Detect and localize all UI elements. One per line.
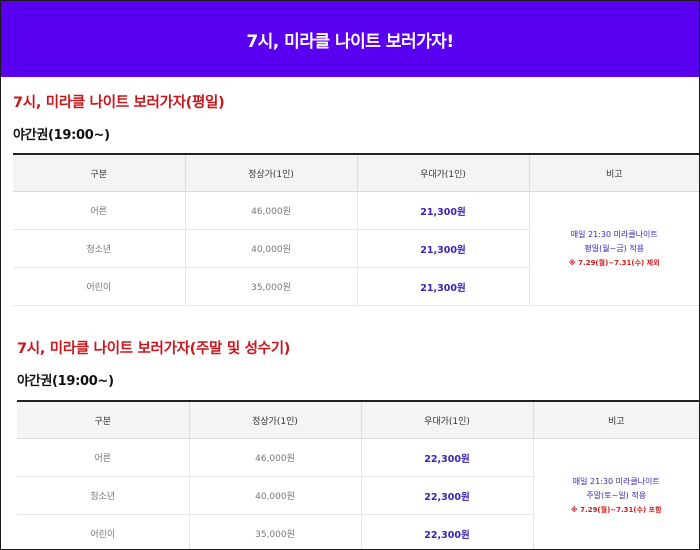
header-regular-price: 정상가(1인) — [188, 401, 361, 439]
note-line-2: 평일(월~금) 적용 — [584, 243, 645, 253]
row-discount-price: 22,300원 — [360, 476, 533, 515]
header-note: 비고 — [532, 401, 699, 439]
header-discount-price: 우대가(1인) — [356, 154, 529, 192]
header-category: 구분 — [17, 401, 189, 439]
section-subtitle: 야간권(19:00~) — [17, 374, 114, 389]
banner: 7시, 미라클 나이트 보러가자! — [1, 1, 699, 77]
row-category: 어른 — [17, 438, 189, 477]
row-category: 어린이 — [13, 267, 185, 306]
row-discount-price: 22,300원 — [360, 514, 533, 549]
note-cell: 매일 21:30 미라클나이트 평일(월~금) 적용 ※ 7.29(월)~7.3… — [528, 191, 699, 306]
row-regular-price: 46,000원 — [188, 438, 361, 477]
row-category: 어른 — [13, 191, 185, 230]
table-row: 어린이 35,000원 22,300원 — [17, 514, 699, 549]
row-discount-price: 21,300원 — [356, 229, 529, 268]
table-row: 어린이 35,000원 21,300원 — [13, 267, 699, 306]
header-category: 구분 — [13, 154, 185, 192]
row-discount-price: 22,300원 — [360, 438, 533, 477]
table-row: 어른 46,000원 21,300원 매일 21:30 미라클나이트 평일(월~… — [13, 191, 699, 306]
price-table-weekend: 구분 정상가(1인) 우대가(1인) 비고 어른 46,000원 22,300원… — [17, 400, 699, 549]
table-row: 청소년 40,000원 21,300원 — [13, 229, 699, 268]
banner-title: 7시, 미라클 나이트 보러가자! — [246, 31, 454, 52]
header-regular-price: 정상가(1인) — [184, 154, 357, 192]
row-discount-price: 21,300원 — [356, 191, 529, 230]
header-discount-price: 우대가(1인) — [360, 401, 533, 439]
row-regular-price: 46,000원 — [184, 191, 357, 230]
row-category: 청소년 — [13, 229, 185, 268]
row-regular-price: 35,000원 — [184, 267, 357, 306]
note-cell: 매일 21:30 미라클나이트 주말(토~일) 적용 ※ 7.29(월)~7.3… — [532, 438, 699, 549]
section-title: 7시, 미라클 나이트 보러가자(평일) — [13, 95, 225, 111]
note-line-3: ※ 7.29(월)~7.31(수) 포함 — [570, 505, 662, 514]
row-regular-price: 40,000원 — [188, 476, 361, 515]
price-table-weekday: 구분 정상가(1인) 우대가(1인) 비고 어른 46,000원 21,300원… — [13, 153, 699, 306]
table-header-row: 구분 정상가(1인) 우대가(1인) 비고 — [17, 401, 699, 439]
header-note: 비고 — [528, 154, 699, 192]
row-category: 어린이 — [17, 514, 189, 549]
row-regular-price: 35,000원 — [188, 514, 361, 549]
row-regular-price: 40,000원 — [184, 229, 357, 268]
note-line-1: 매일 21:30 미라클나이트 — [572, 476, 660, 486]
note-line-1: 매일 21:30 미라클나이트 — [570, 229, 658, 239]
note-line-3: ※ 7.29(월)~7.31(수) 제외 — [568, 258, 660, 267]
row-category: 청소년 — [17, 476, 189, 515]
note-line-2: 주말(토~일) 적용 — [586, 490, 647, 500]
section-title: 7시, 미라클 나이트 보러가자(주말 및 성수기) — [17, 341, 291, 357]
row-discount-price: 21,300원 — [356, 267, 529, 306]
table-row: 청소년 40,000원 22,300원 — [17, 476, 699, 515]
table-header-row: 구분 정상가(1인) 우대가(1인) 비고 — [13, 154, 699, 192]
section-subtitle: 야간권(19:00~) — [13, 128, 110, 143]
table-row: 어른 46,000원 22,300원 매일 21:30 미라클나이트 주말(토~… — [17, 438, 699, 549]
